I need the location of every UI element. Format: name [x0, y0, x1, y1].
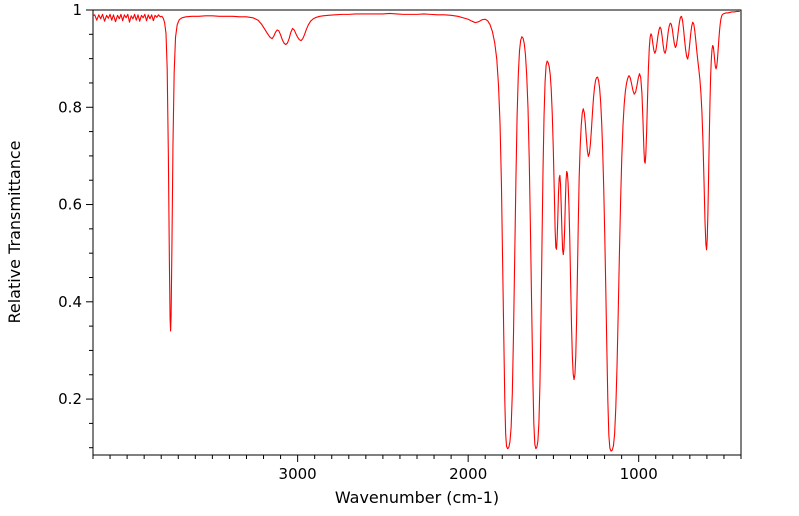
spectrum-series [93, 10, 740, 452]
plot-border [92, 9, 742, 456]
y-tick-label: 1 [72, 1, 82, 19]
y-tick-label: 0.8 [58, 98, 82, 116]
y-tick-label: 0.6 [58, 196, 82, 214]
x-axis-label: Wavenumber (cm-1) [335, 488, 499, 507]
axes: 3000 2000 1000 0.2 0.4 0.6 0.8 1 [58, 1, 742, 483]
spectrum-line [93, 10, 740, 452]
x-tick-label: 2000 [449, 465, 487, 483]
y-axis-label: Relative Transmittance [5, 140, 24, 323]
x-tick-label: 1000 [620, 465, 658, 483]
y-tick-label: 0.2 [58, 390, 82, 408]
x-tick-label: 3000 [279, 465, 317, 483]
y-tick-label: 0.4 [58, 293, 82, 311]
